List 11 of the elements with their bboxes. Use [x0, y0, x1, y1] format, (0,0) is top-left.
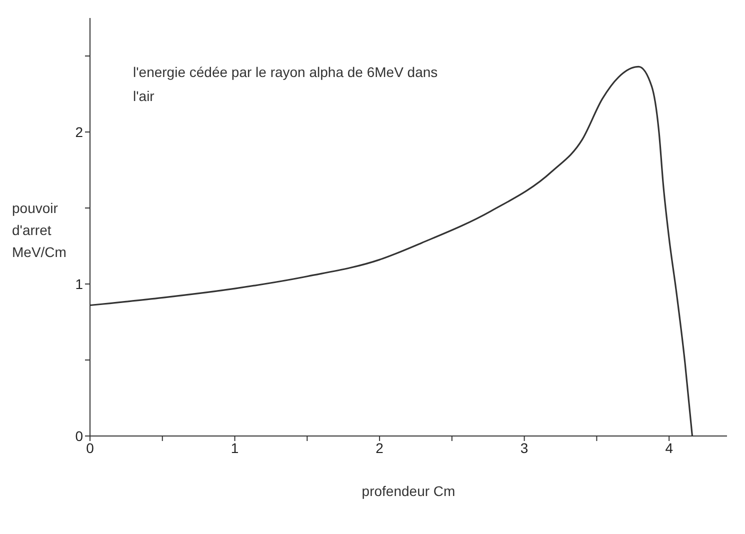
x-tick-label: 0 — [86, 440, 94, 456]
x-axis-title: profendeur Cm — [362, 483, 456, 499]
x-tick-label: 2 — [376, 440, 384, 456]
x-tick-label: 3 — [520, 440, 528, 456]
y-tick-label: 2 — [75, 124, 84, 140]
x-tick-label: 1 — [230, 440, 239, 456]
y-tick-label: 1 — [75, 276, 84, 292]
y-tick-label: 0 — [75, 428, 84, 444]
x-tick-label: 4 — [665, 440, 674, 456]
annotation: l'energie cédée par le rayon alpha de 6MeV dans l'air — [133, 63, 439, 106]
y-axis-title: pouvoir d'arret MeV/Cm — [12, 200, 66, 260]
